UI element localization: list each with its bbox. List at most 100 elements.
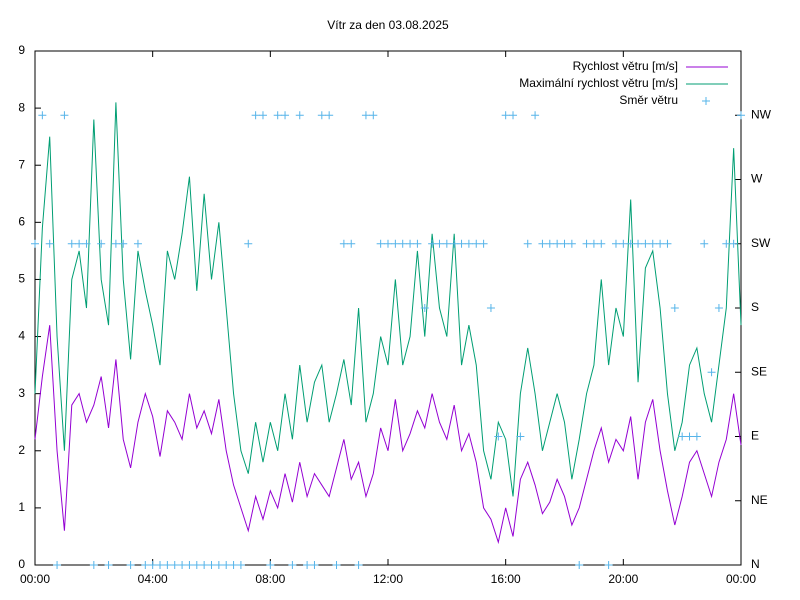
series-line <box>34 102 742 497</box>
direction-point <box>714 304 723 312</box>
direction-point <box>604 561 613 569</box>
y2-tick-label: NE <box>751 493 768 507</box>
direction-point <box>634 239 643 248</box>
y2-tick-label: SE <box>751 364 767 378</box>
x-tick-label: 04:00 <box>138 572 168 586</box>
direction-point <box>538 239 547 248</box>
direction-point <box>700 239 709 248</box>
direction-point <box>398 239 407 248</box>
direction-point <box>428 239 437 248</box>
direction-point <box>472 239 481 248</box>
direction-point <box>347 239 356 248</box>
direction-point <box>391 239 400 248</box>
x-tick-label: 08:00 <box>255 572 285 586</box>
direction-point <box>229 561 238 569</box>
direction-point <box>45 239 54 248</box>
y2-tick-label: W <box>751 172 763 186</box>
direction-point <box>729 239 738 248</box>
direction-point <box>89 561 98 569</box>
legend-marker <box>702 97 710 105</box>
direction-point <box>303 561 312 569</box>
direction-point <box>464 239 473 248</box>
direction-point <box>450 239 459 248</box>
y-tick-label: 1 <box>18 500 25 514</box>
direction-point <box>317 111 326 120</box>
x-tick-label: 16:00 <box>491 572 521 586</box>
y2-tick-label: S <box>751 300 759 314</box>
direction-point <box>435 239 444 248</box>
direction-point <box>133 239 142 248</box>
direction-point <box>266 561 275 569</box>
direction-point <box>163 561 172 569</box>
direction-point <box>185 561 194 569</box>
y2-tick-label: NW <box>751 107 772 121</box>
direction-point <box>141 561 150 569</box>
direction-point <box>273 111 282 120</box>
direction-point <box>214 561 223 569</box>
y-tick-label: 7 <box>18 157 25 171</box>
direction-point <box>516 432 525 441</box>
direction-point <box>192 561 201 569</box>
legend-label: Směr větru <box>619 93 678 107</box>
direction-point <box>119 239 128 248</box>
direction-point <box>60 111 69 120</box>
y2-tick-label: N <box>751 557 760 571</box>
direction-point <box>641 239 650 248</box>
direction-point <box>251 111 260 120</box>
direction-point <box>281 111 290 120</box>
direction-point <box>339 239 348 248</box>
direction-point <box>53 561 62 569</box>
direction-point <box>597 239 606 248</box>
direction-point <box>111 239 120 248</box>
direction-point <box>148 561 157 569</box>
direction-point <box>626 239 635 248</box>
y-tick-label: 0 <box>18 557 25 571</box>
y2-tick-label: E <box>751 429 759 443</box>
direction-point <box>82 239 91 248</box>
chart-title: Vítr za den 03.08.2025 <box>327 18 449 32</box>
y-tick-label: 9 <box>18 43 25 57</box>
direction-point <box>258 111 267 120</box>
y-tick-label: 8 <box>18 100 25 114</box>
direction-point <box>104 561 113 569</box>
direction-point <box>126 561 135 569</box>
y-tick-label: 2 <box>18 443 25 457</box>
direction-point <box>494 432 503 441</box>
x-tick-label: 12:00 <box>373 572 403 586</box>
direction-point <box>156 561 165 569</box>
direction-point <box>545 239 554 248</box>
legend-label: Rychlost větru [m/s] <box>573 59 678 73</box>
direction-point <box>479 239 488 248</box>
direction-point <box>656 239 665 248</box>
direction-point <box>737 111 745 120</box>
direction-point <box>663 239 672 248</box>
direction-point <box>31 239 39 248</box>
direction-point <box>692 432 701 441</box>
direction-point <box>295 111 304 120</box>
y-tick-label: 6 <box>18 215 25 229</box>
direction-point <box>97 239 106 248</box>
direction-point <box>685 432 694 441</box>
direction-point <box>67 239 76 248</box>
direction-point <box>420 304 429 312</box>
direction-point <box>369 111 378 120</box>
direction-point <box>376 239 385 248</box>
direction-point <box>38 111 47 120</box>
direction-point <box>575 561 584 569</box>
direction-point <box>501 111 510 120</box>
direction-point <box>442 239 451 248</box>
direction-point <box>207 561 216 569</box>
direction-point <box>553 239 562 248</box>
direction-point <box>200 561 209 569</box>
direction-point <box>589 239 598 248</box>
direction-point <box>361 111 370 120</box>
direction-point <box>244 239 253 248</box>
direction-point <box>619 239 628 248</box>
direction-point <box>670 304 679 312</box>
direction-point <box>457 239 466 248</box>
direction-point <box>678 432 687 441</box>
direction-point <box>523 239 532 248</box>
x-tick-label: 00:00 <box>20 572 50 586</box>
